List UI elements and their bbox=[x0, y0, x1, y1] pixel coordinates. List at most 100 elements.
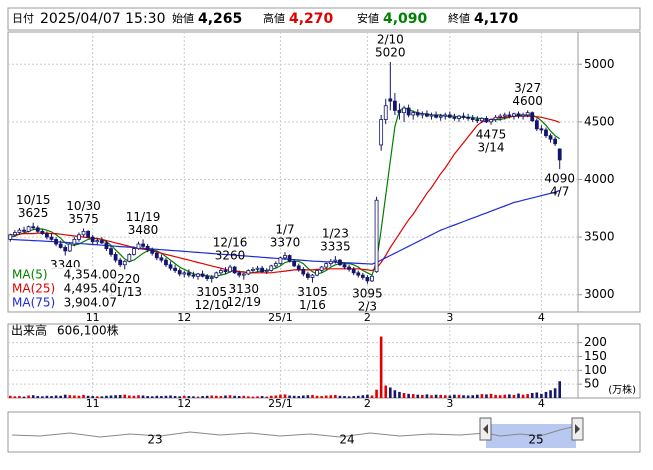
volume-bar bbox=[13, 396, 17, 398]
volume-bar bbox=[22, 396, 26, 398]
volume-bar bbox=[77, 395, 81, 398]
volume-bar bbox=[192, 396, 195, 398]
x-tick-label: 3 bbox=[446, 397, 453, 410]
volume-bar bbox=[302, 395, 305, 398]
volume-bar bbox=[137, 395, 140, 398]
annotation-date: 2/10 bbox=[377, 32, 404, 46]
volume-bar bbox=[320, 396, 323, 398]
volume-bar bbox=[210, 395, 214, 398]
volume-bar bbox=[517, 393, 520, 398]
volume-bar bbox=[31, 395, 35, 398]
volume-bar bbox=[553, 388, 557, 398]
candle-body bbox=[466, 116, 471, 119]
candle-body bbox=[141, 243, 145, 247]
price-panel bbox=[7, 31, 641, 313]
legend-value: 4,495.40 bbox=[64, 282, 117, 296]
volume-bar bbox=[334, 394, 337, 398]
volume-bar bbox=[393, 390, 397, 398]
x-tick-label: 11 bbox=[86, 311, 100, 324]
annotation-date: 10/30 bbox=[66, 199, 101, 213]
x-tick-label: 25/1 bbox=[268, 397, 293, 410]
volume-bar bbox=[91, 396, 95, 398]
volume-bar bbox=[251, 396, 255, 398]
candle-body bbox=[521, 114, 525, 117]
candle-body bbox=[411, 112, 416, 116]
candle-body bbox=[196, 273, 200, 277]
candle-body bbox=[333, 259, 338, 262]
volume-bar bbox=[150, 396, 154, 398]
candle-body bbox=[49, 236, 54, 240]
header-box bbox=[7, 7, 641, 31]
navigator-line bbox=[11, 425, 577, 438]
volume-bar bbox=[384, 385, 388, 398]
candle-body bbox=[296, 265, 301, 270]
candle-body bbox=[223, 270, 228, 273]
candle-body bbox=[548, 135, 553, 140]
candle-body bbox=[351, 268, 356, 274]
annotation-date: 1/16 bbox=[299, 298, 326, 312]
volume-bar bbox=[128, 395, 131, 398]
annotation-value: 3130 bbox=[229, 282, 260, 296]
legend-value: 4,354.00 bbox=[64, 268, 117, 282]
volume-bar bbox=[558, 381, 562, 398]
annotation-value: 3480 bbox=[128, 223, 159, 237]
volume-bar bbox=[338, 395, 342, 398]
legend-box bbox=[10, 267, 118, 310]
volume-bar bbox=[18, 396, 21, 398]
x-tick-label: 12 bbox=[177, 311, 191, 324]
volume-bar bbox=[27, 395, 30, 398]
volume-bar bbox=[480, 394, 484, 398]
candle-body bbox=[200, 273, 205, 277]
volume-bar bbox=[187, 396, 191, 398]
volume-bar bbox=[352, 396, 355, 398]
candle-body bbox=[392, 100, 397, 111]
volume-bar bbox=[508, 394, 511, 398]
y-tick-label: 50 bbox=[584, 377, 599, 391]
volume-bar bbox=[448, 395, 452, 398]
candle-body bbox=[388, 98, 393, 102]
volume-bar bbox=[242, 395, 246, 398]
annotation-value: 4475 bbox=[476, 127, 507, 141]
candle-body bbox=[67, 243, 72, 252]
x-tick-label: 2 bbox=[364, 397, 371, 410]
candle-body bbox=[283, 255, 287, 259]
annotation-date: 2/3 bbox=[358, 299, 377, 313]
candle-body bbox=[86, 230, 91, 238]
annotation-date: 12/16 bbox=[213, 235, 248, 249]
candle-body bbox=[260, 267, 265, 273]
candle-body bbox=[31, 226, 36, 229]
open-label: 始値 bbox=[172, 11, 194, 25]
y-tick-label: 4500 bbox=[584, 114, 615, 128]
candle-body bbox=[301, 268, 306, 275]
volume-bar bbox=[315, 395, 319, 398]
candle-body bbox=[205, 275, 210, 279]
volume-bar bbox=[535, 392, 539, 398]
volume-bar bbox=[260, 396, 264, 398]
annotation-date: 12/19 bbox=[226, 295, 261, 309]
candle-body bbox=[237, 272, 242, 276]
candle-body bbox=[530, 112, 535, 122]
x-tick-label: 2 bbox=[364, 311, 371, 324]
volume-bar bbox=[389, 387, 392, 398]
annotation-value: 3370 bbox=[270, 236, 301, 250]
candle-body bbox=[136, 243, 141, 250]
volume-bar bbox=[530, 393, 534, 398]
candle-body bbox=[273, 263, 278, 267]
annotation-date: 3/27 bbox=[514, 81, 541, 95]
volume-bar bbox=[169, 395, 172, 398]
candle-body bbox=[81, 230, 86, 236]
volume-bar bbox=[105, 395, 108, 398]
candle-body bbox=[457, 115, 461, 119]
candle-body bbox=[406, 107, 411, 116]
volume-bar bbox=[182, 395, 186, 398]
volume-bar bbox=[196, 396, 200, 398]
volume-bar bbox=[283, 394, 287, 398]
y-tick-label: 3500 bbox=[584, 230, 615, 244]
candle-body bbox=[173, 267, 178, 271]
volume-bar bbox=[155, 395, 159, 398]
price-layer: 11 12 25/1 2 3 4 3000 3500 4000 4500 5000 362510/15… bbox=[8, 32, 615, 324]
candle-body bbox=[232, 266, 237, 274]
volume-bar bbox=[201, 396, 204, 398]
candle-body bbox=[539, 128, 544, 131]
